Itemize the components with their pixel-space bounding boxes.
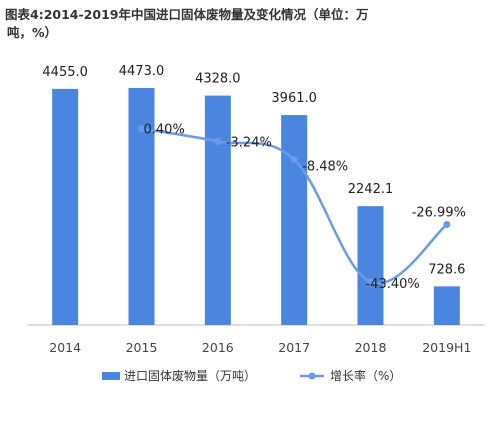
x-tick-2018: 2018 — [355, 340, 387, 355]
growth-rate-point-2015 — [138, 125, 145, 133]
growth-rate-series — [138, 125, 451, 286]
bar-2017 — [281, 115, 308, 325]
bar-label-2019H1: 728.6 — [428, 262, 465, 277]
bar-label-2018: 2242.1 — [348, 182, 394, 197]
bar-2014 — [52, 88, 79, 325]
bar-label-2017: 3961.0 — [271, 91, 317, 106]
x-tick-2019H1: 2019H1 — [422, 340, 471, 355]
growth-rate-label-2016: -3.24% — [226, 135, 272, 150]
bar-label-2014: 4455.0 — [42, 65, 88, 80]
growth-rate-labels: 0.40% -3.24% -8.48% -43.40% -26.99% — [144, 123, 466, 292]
x-axis-ticks: 2014 2015 2016 2017 2018 2019H1 — [49, 340, 471, 355]
growth-rate-point-2018 — [367, 278, 374, 286]
chart-title-line-1: 图表4:2014-2019年中国进口固体废物量及变化情况（单位：万 — [5, 7, 369, 22]
growth-rate-label-2017: -8.48% — [302, 160, 348, 175]
bar-2016 — [204, 95, 231, 325]
bar-2019H1 — [433, 286, 460, 325]
growth-rate-point-2017 — [290, 156, 298, 164]
legend: 进口固体废物量（万吨） 增长率（%） — [102, 368, 401, 383]
bar-label-2016: 4328.0 — [195, 72, 241, 87]
chart-title: 图表4:2014-2019年中国进口固体废物量及变化情况（单位：万 吨，%） — [5, 6, 493, 42]
growth-rate-label-2019H1: -26.99% — [412, 205, 466, 220]
growth-rate-point-2019H1 — [443, 220, 451, 228]
growth-rate-label-2018: -43.40% — [366, 277, 420, 292]
bar-series — [52, 87, 460, 325]
legend-swatch-bar — [102, 372, 120, 380]
legend-label-bar: 进口固体废物量（万吨） — [124, 368, 256, 383]
growth-rate-line — [141, 127, 448, 285]
x-tick-2015: 2015 — [126, 340, 158, 355]
x-tick-2014: 2014 — [49, 340, 81, 355]
bar-value-labels: 4455.0 4473.0 4328.0 3961.0 2242.1 728.6 — [42, 64, 465, 277]
legend-swatch-marker — [308, 372, 316, 380]
x-tick-2016: 2016 — [202, 340, 234, 355]
growth-rate-label-2015: 0.40% — [144, 123, 185, 138]
bar-label-2015: 4473.0 — [119, 64, 165, 79]
chart-title-line-2: 吨，%） — [7, 25, 58, 40]
legend-label-line: 增长率（%） — [330, 368, 401, 383]
x-tick-2017: 2017 — [278, 340, 310, 355]
growth-rate-point-2016 — [214, 137, 222, 145]
bar-2018 — [357, 206, 384, 325]
